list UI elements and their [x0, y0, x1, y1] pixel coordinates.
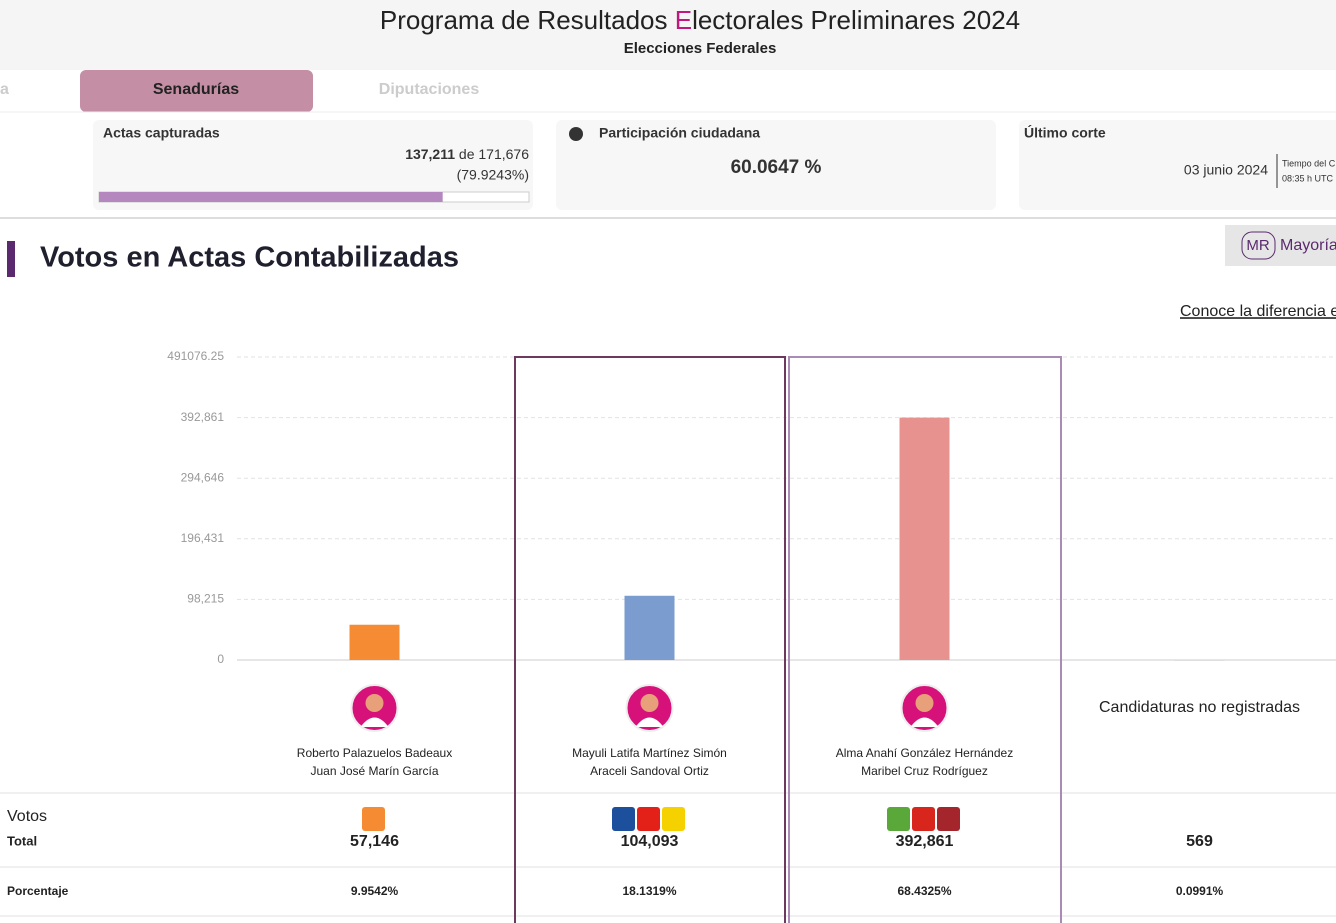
vote-total: 57,146	[350, 833, 399, 850]
y-tick-label: 392,861	[181, 410, 225, 424]
candidate-name: Mayuli Latifa Martínez Simón	[572, 746, 727, 760]
party-logo	[887, 807, 910, 831]
vote-percent: 0.0991%	[1176, 884, 1224, 898]
y-tick-label: 491076.25	[167, 349, 224, 363]
highlight-box	[514, 356, 786, 923]
vote-total: 392,861	[896, 833, 954, 850]
header-title: Programa de Resultados Electorales Preli…	[380, 5, 1020, 35]
header-subtitle: Elecciones Federales	[624, 40, 777, 57]
avatar-body	[360, 717, 389, 727]
header-bg	[0, 0, 1336, 70]
candidate-name: Juan José Marín García	[310, 764, 438, 778]
row-label: Porcentaje	[7, 884, 69, 898]
vote-percent: 68.4325%	[897, 884, 951, 898]
avatar-head	[365, 694, 384, 712]
candidate-name: Candidaturas no registradas	[1099, 699, 1300, 716]
party-logo	[637, 807, 660, 831]
mr-bg[interactable]	[1225, 225, 1336, 266]
card-title: Actas capturadas	[103, 125, 220, 141]
avatar-body	[910, 717, 939, 727]
row-label: Votos	[7, 808, 47, 825]
bar	[349, 624, 400, 660]
avatar-head	[915, 694, 934, 712]
card	[93, 120, 533, 210]
card-percent: (79.9243%)	[457, 167, 529, 183]
candidate-name: Alma Anahí González Hernández	[836, 746, 1013, 760]
tab[interactable]: Diputaciones	[379, 81, 480, 98]
card-title: Participación ciudadana	[599, 125, 760, 141]
y-tick-label: 0	[217, 652, 224, 666]
party-logo	[937, 807, 960, 831]
candidate-name: Araceli Sandoval Ortiz	[590, 764, 709, 778]
card	[1019, 120, 1336, 210]
party-logo	[362, 807, 385, 831]
row-label: Total	[7, 833, 37, 848]
tab[interactable]: Senadurías	[153, 81, 239, 98]
mr-badge	[1241, 231, 1276, 260]
section-title: Votos en Actas Contabilizadas	[40, 242, 459, 274]
help-icon[interactable]	[569, 127, 583, 141]
party-logo	[662, 807, 685, 831]
chart: 0 98,215 196,431 294,646 392,861 491076.25 Vot…	[0, 349, 1336, 923]
party-logo	[612, 807, 635, 831]
avatar-body	[635, 717, 664, 727]
vote-total: 104,093	[621, 833, 679, 850]
y-tick-label: 294,646	[181, 470, 225, 484]
candidate-name: Roberto Palazuelos Badeaux	[297, 746, 452, 760]
mr-text: Mayoría	[1280, 237, 1336, 254]
tab[interactable]: a	[0, 81, 9, 98]
bar	[1174, 659, 1225, 661]
progress-bar	[99, 192, 443, 202]
link[interactable]: Conoce la diferencia e	[1180, 303, 1336, 320]
avatar-head	[640, 694, 659, 712]
card-note: 08:35 h UTC	[1282, 173, 1334, 183]
title-part: E	[675, 5, 692, 35]
card	[556, 120, 996, 210]
total: de 171,676	[455, 146, 529, 162]
card-note: Tiempo del C	[1282, 158, 1336, 168]
tab-active-bg	[80, 70, 313, 112]
bar	[624, 595, 675, 660]
card-date: 03 junio 2024	[1184, 162, 1268, 178]
vote-percent: 18.1319%	[622, 884, 676, 898]
bar	[899, 417, 950, 660]
card-value: 137,211 de 171,676	[405, 146, 529, 162]
captured: 137,211	[405, 146, 455, 162]
title-part: Programa de Resultados	[380, 5, 675, 35]
card-value: 60.0647 %	[731, 157, 822, 178]
y-tick-label: 98,215	[187, 592, 224, 606]
title-part: lectorales Preliminares 2024	[692, 5, 1020, 35]
highlight-box	[788, 356, 1062, 923]
candidate-name: Maribel Cruz Rodríguez	[861, 764, 988, 778]
vote-total: 569	[1186, 833, 1213, 850]
y-tick-label: 196,431	[181, 531, 225, 545]
mr-label: MR	[1246, 237, 1269, 254]
party-logo	[912, 807, 935, 831]
card-title: Último corte	[1024, 124, 1106, 141]
section-marker	[7, 241, 15, 277]
vote-percent: 9.9542%	[351, 884, 399, 898]
